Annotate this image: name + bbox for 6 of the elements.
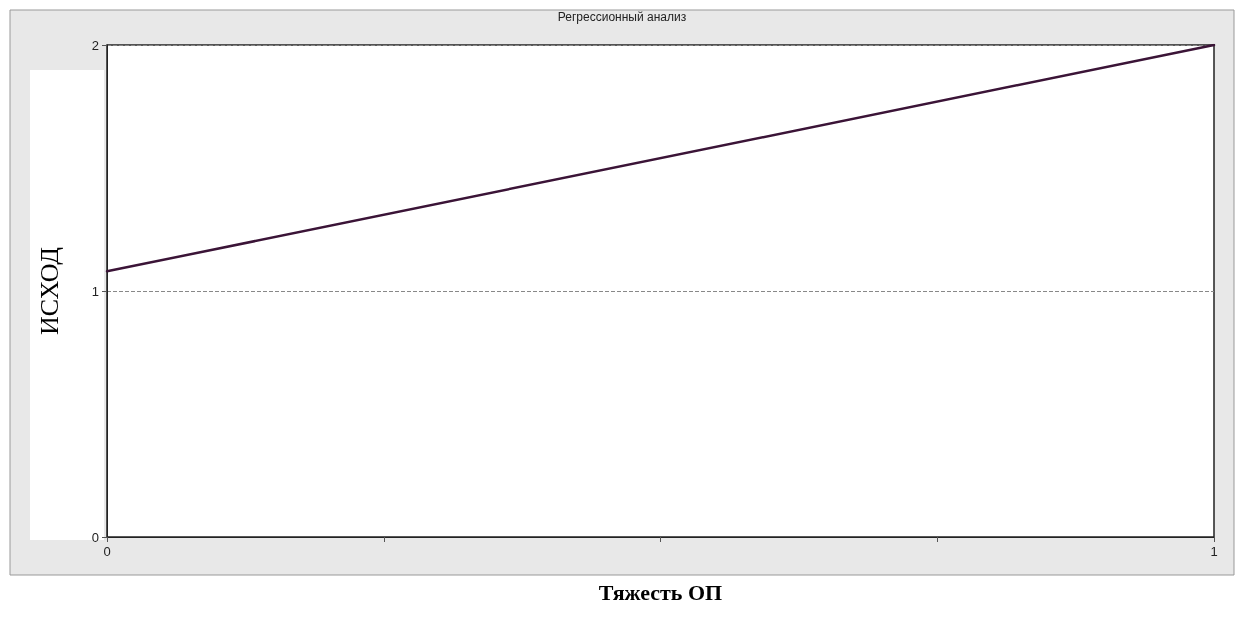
y-tick-label: 2 bbox=[91, 37, 99, 53]
y-tick-label: 0 bbox=[91, 529, 99, 545]
chart-title: Регрессионный анализ bbox=[557, 10, 687, 24]
y-axis-title: ИСХОД bbox=[34, 246, 64, 336]
x-axis-title: Тяжесть ОП bbox=[598, 579, 723, 605]
y-tick-label: 1 bbox=[91, 283, 99, 299]
